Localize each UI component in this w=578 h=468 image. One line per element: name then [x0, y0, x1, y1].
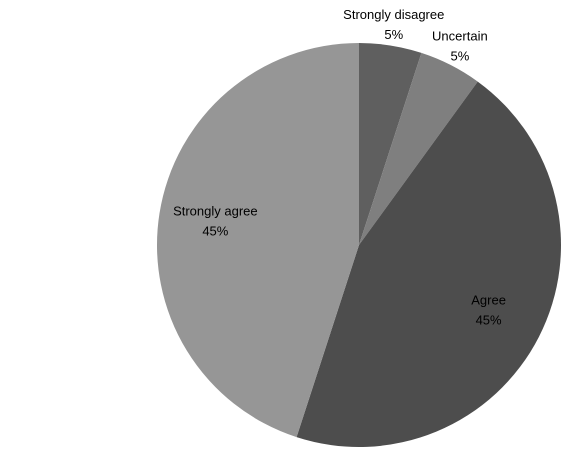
slice-label: Agree	[471, 292, 506, 307]
slice-label: Uncertain	[432, 28, 488, 43]
value-label: 45%	[476, 312, 502, 327]
value-label: 5%	[450, 48, 469, 63]
value-label: 45%	[202, 224, 228, 239]
pie-slice	[359, 43, 422, 245]
pie-slice	[359, 52, 478, 246]
value-label: 5%	[384, 27, 403, 42]
slice-label: Strongly agree	[173, 204, 258, 219]
pie-slice	[296, 81, 562, 448]
pie-slice	[157, 43, 359, 438]
slice-label: Strongly disagree	[343, 7, 444, 22]
